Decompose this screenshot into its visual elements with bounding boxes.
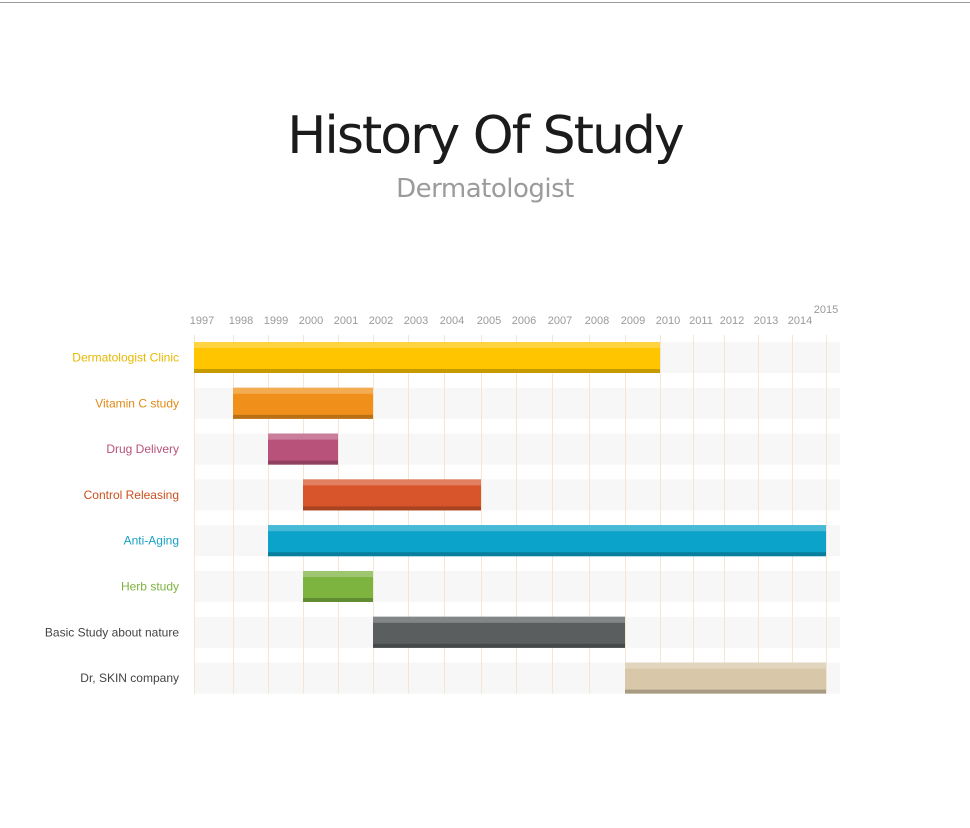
page-subtitle: Dermatologist <box>396 174 574 204</box>
x-tick-label: 2001 <box>334 315 358 327</box>
x-tick-label: 2012 <box>720 315 744 327</box>
top-rule <box>0 2 970 3</box>
chart-category-labels: Dermatologist Clinic Vitamin C study Drug … <box>45 351 179 686</box>
bar-anti-aging <box>268 525 826 557</box>
x-tick-label: 2008 <box>585 315 609 327</box>
x-tick-label: 2005 <box>477 315 501 327</box>
bar-vitamin-c-study <box>233 387 373 419</box>
x-tick-label: 2014 <box>788 315 812 327</box>
category-label: Anti-Aging <box>124 534 179 548</box>
x-tick-label: 1999 <box>264 315 288 327</box>
x-tick-label: 2013 <box>754 315 778 327</box>
x-tick-label: 2000 <box>299 315 323 327</box>
category-label: Herb study <box>121 580 179 594</box>
chart-bars <box>194 342 826 694</box>
bar-highlight <box>625 662 826 669</box>
bar-highlight <box>268 433 338 440</box>
chart-tick-labels: 1997 1998 1999 2000 2001 2002 2003 2004 2005 2006… <box>190 304 838 327</box>
bar-shadow <box>194 369 660 373</box>
bar-highlight <box>373 616 625 623</box>
bar-drug-delivery <box>268 433 338 465</box>
x-tick-label: 2009 <box>621 315 645 327</box>
category-label: Dermatologist Clinic <box>72 351 179 365</box>
bar-highlight <box>268 525 826 532</box>
bar-control-releasing <box>303 479 481 511</box>
x-tick-label: 1998 <box>229 315 253 327</box>
bar-shadow <box>233 414 373 419</box>
bar-shadow <box>303 506 481 511</box>
page-title: History Of Study <box>287 106 684 166</box>
bar-shadow <box>303 598 373 602</box>
category-label: Basic Study about nature <box>45 625 179 639</box>
x-tick-label: 2006 <box>512 315 536 327</box>
x-tick-label: 2015 <box>814 304 838 316</box>
x-tick-label: 2011 <box>689 315 713 327</box>
category-label: Vitamin C study <box>95 396 179 410</box>
x-tick-label: 2004 <box>440 315 464 327</box>
category-label: Control Releasing <box>84 488 179 502</box>
bar-shadow <box>268 552 826 557</box>
x-tick-label: 2003 <box>404 315 428 327</box>
category-label: Dr, SKIN company <box>80 671 179 685</box>
bar-highlight <box>194 342 660 348</box>
x-tick-label: 2010 <box>656 315 680 327</box>
bar-highlight <box>233 387 373 394</box>
bar-dermatologist-clinic <box>194 342 660 373</box>
bar-shadow <box>373 643 625 648</box>
x-tick-label: 2002 <box>369 315 393 327</box>
bar-shadow <box>625 689 826 694</box>
timeline-chart: 1997 1998 1999 2000 2001 2002 2003 2004 2005 2006… <box>45 304 840 694</box>
bar-basic-study-about-nature <box>373 616 625 648</box>
bar-highlight <box>303 571 373 577</box>
category-label: Drug Delivery <box>106 442 179 456</box>
bar-shadow <box>268 460 338 465</box>
bar-highlight <box>303 479 481 486</box>
x-tick-label: 2007 <box>548 315 572 327</box>
bar-herb-study <box>303 571 373 602</box>
bar-dr-skin-company <box>625 662 826 694</box>
x-tick-label: 1997 <box>190 315 214 327</box>
